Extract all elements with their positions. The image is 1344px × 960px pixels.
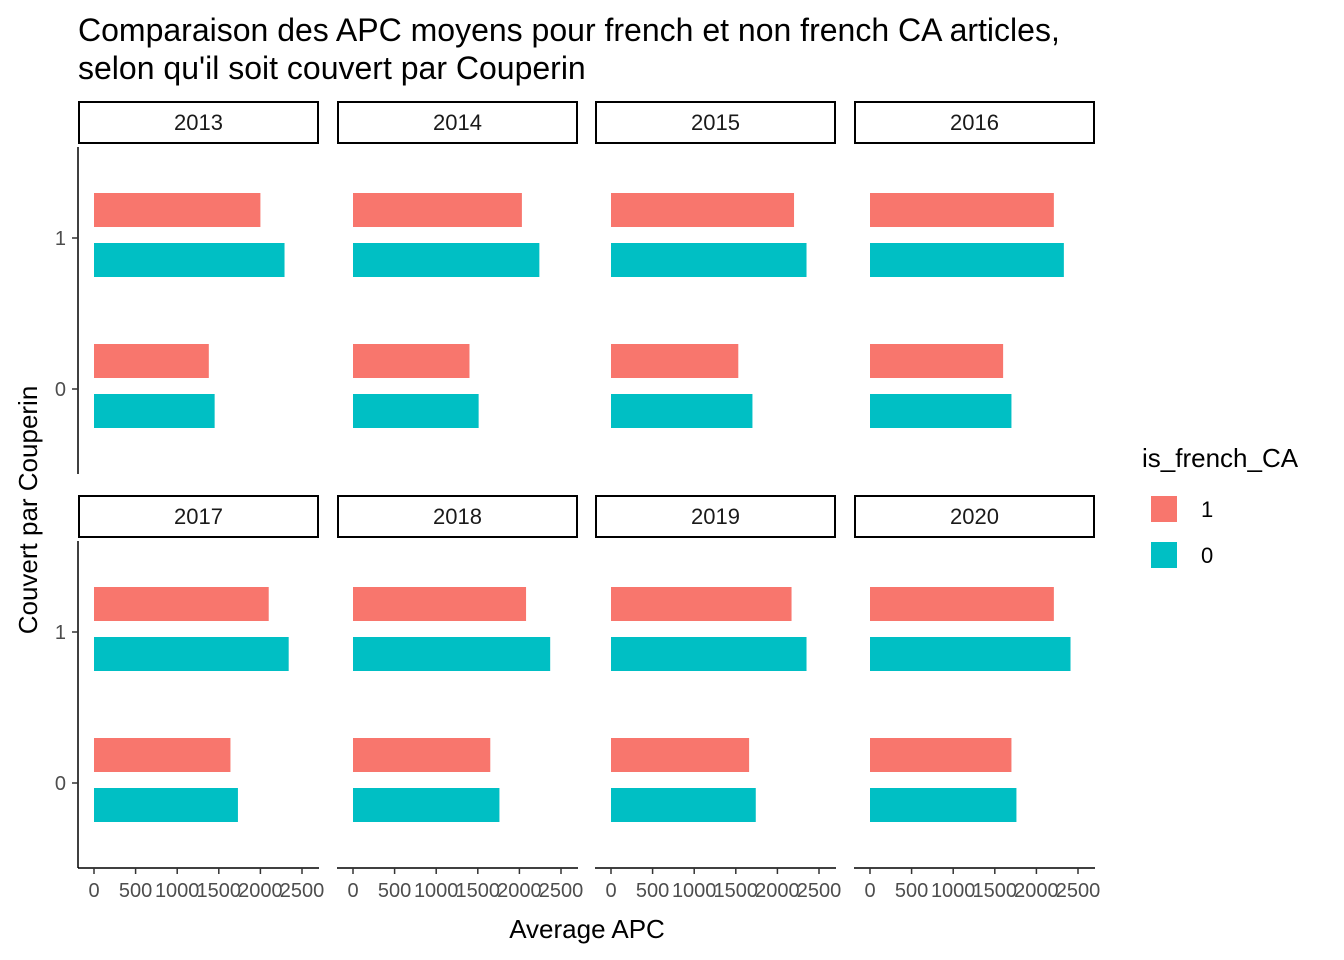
legend-label-1: 1: [1201, 497, 1213, 522]
bar-2013-couvert-0-french-0: [94, 394, 215, 428]
x-axis-title: Average APC: [509, 914, 665, 944]
bar-2018-couvert-1-french-0: [353, 637, 551, 671]
facet-strip-2018: [337, 495, 578, 538]
x-tick-label-2020-1000: 1000: [931, 880, 976, 902]
bar-2018-couvert-1-french-1: [353, 587, 527, 621]
facet-strip-2020: [854, 495, 1095, 538]
facet-strip-2013: [78, 101, 319, 144]
y-tick-label-row-1-0: 0: [55, 773, 66, 795]
bar-2016-couvert-1-french-0: [870, 243, 1064, 277]
x-tick-label-2020-0: 0: [864, 880, 875, 902]
bar-2018-couvert-0-french-0: [353, 788, 500, 822]
facet-strip-2017: [78, 495, 319, 538]
legend-swatch-1: [1151, 496, 1177, 522]
x-tick-label-2019-2500: 2500: [797, 880, 842, 902]
y-tick-label-row-1-1: 1: [55, 622, 66, 644]
x-tick-label-2018-1000: 1000: [414, 880, 459, 902]
bar-2014-couvert-1-french-1: [353, 193, 522, 227]
bar-2019-couvert-0-french-1: [611, 738, 750, 772]
y-tick-label-row-0-0: 0: [55, 379, 66, 401]
x-tick-label-2017-2000: 2000: [238, 880, 283, 902]
facet-panel-2014: 2014: [337, 101, 578, 428]
legend: is_french_CA 1 0: [1142, 443, 1299, 568]
x-tick-label-2019-1500: 1500: [714, 880, 759, 902]
bar-2018-couvert-0-french-1: [353, 738, 491, 772]
x-tick-label-2019-500: 500: [636, 880, 669, 902]
x-tick-label-2020-1500: 1500: [973, 880, 1018, 902]
x-tick-label-2019-1000: 1000: [672, 880, 717, 902]
x-tick-label-2018-1500: 1500: [456, 880, 501, 902]
bar-2016-couvert-1-french-1: [870, 193, 1054, 227]
facet-label-2014: 2014: [433, 110, 482, 135]
facet-label-2019: 2019: [691, 504, 740, 529]
x-tick-label-2018-0: 0: [347, 880, 358, 902]
x-tick-label-2020-2000: 2000: [1014, 880, 1059, 902]
x-tick-label-2019-0: 0: [605, 880, 616, 902]
bar-2019-couvert-1-french-0: [611, 637, 807, 671]
bar-2014-couvert-1-french-0: [353, 243, 540, 277]
bar-2013-couvert-1-french-0: [94, 243, 285, 277]
facet-label-2018: 2018: [433, 504, 482, 529]
bar-2014-couvert-0-french-0: [353, 394, 479, 428]
facet-strip-2014: [337, 101, 578, 144]
bar-2017-couvert-0-french-1: [94, 738, 231, 772]
facet-label-2015: 2015: [691, 110, 740, 135]
y-tick-label-row-0-1: 1: [55, 228, 66, 250]
facet-label-2016: 2016: [950, 110, 999, 135]
bar-2015-couvert-0-french-1: [611, 344, 739, 378]
bar-2016-couvert-0-french-1: [870, 344, 1004, 378]
x-tick-label-2017-2500: 2500: [280, 880, 325, 902]
bar-2020-couvert-1-french-1: [870, 587, 1054, 621]
legend-label-0: 0: [1201, 543, 1213, 568]
facet-strip-2015: [595, 101, 836, 144]
x-tick-label-2018-500: 500: [378, 880, 411, 902]
x-tick-label-2017-1000: 1000: [155, 880, 200, 902]
x-tick-label-2020-2500: 2500: [1056, 880, 1101, 902]
x-tick-label-2018-2500: 2500: [539, 880, 584, 902]
chart-title-line-1: Comparaison des APC moyens pour french e…: [78, 12, 1060, 48]
x-tick-label-2017-0: 0: [88, 880, 99, 902]
y-axis-title: Couvert par Couperin: [13, 386, 43, 635]
bar-2015-couvert-1-french-1: [611, 193, 795, 227]
facet-panel-2015: 2015: [595, 101, 836, 428]
x-tick-label-2018-2000: 2000: [497, 880, 542, 902]
bar-2015-couvert-1-french-0: [611, 243, 807, 277]
x-tick-label-2020-500: 500: [895, 880, 928, 902]
bar-2014-couvert-0-french-1: [353, 344, 470, 378]
bar-2017-couvert-1-french-1: [94, 587, 269, 621]
facet-label-2013: 2013: [174, 110, 223, 135]
x-tick-label-2019-2000: 2000: [755, 880, 800, 902]
facet-panel-2013: 2013 1 0: [55, 101, 319, 474]
facet-label-2020: 2020: [950, 504, 999, 529]
facet-strip-2016: [854, 101, 1095, 144]
bar-2019-couvert-0-french-0: [611, 788, 756, 822]
bar-2013-couvert-0-french-1: [94, 344, 209, 378]
facet-label-2017: 2017: [174, 504, 223, 529]
bar-2020-couvert-0-french-1: [870, 738, 1012, 772]
bar-2019-couvert-1-french-1: [611, 587, 792, 621]
bar-2013-couvert-1-french-1: [94, 193, 261, 227]
chart-title-line-2: selon qu'il soit couvert par Couperin: [78, 50, 586, 86]
bar-2020-couvert-1-french-0: [870, 637, 1071, 671]
bar-2015-couvert-0-french-0: [611, 394, 753, 428]
facet-panel-2016: 2016: [854, 101, 1095, 428]
x-tick-label-2017-1500: 1500: [197, 880, 242, 902]
bar-2017-couvert-0-french-0: [94, 788, 238, 822]
legend-swatch-0: [1151, 542, 1177, 568]
bar-2017-couvert-1-french-0: [94, 637, 289, 671]
facet-strip-2019: [595, 495, 836, 538]
x-tick-label-2017-500: 500: [119, 880, 152, 902]
legend-title: is_french_CA: [1142, 443, 1299, 473]
bar-2016-couvert-0-french-0: [870, 394, 1012, 428]
bar-2020-couvert-0-french-0: [870, 788, 1017, 822]
